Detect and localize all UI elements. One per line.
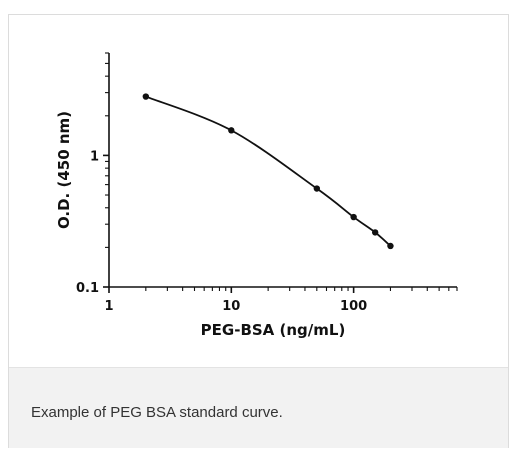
data-point	[228, 127, 235, 134]
y-tick-label: 0.1	[76, 281, 99, 296]
x-axis-title: PEG-BSA (ng/mL)	[201, 321, 346, 339]
data-point	[387, 242, 394, 250]
data-point	[350, 213, 357, 221]
ticks	[103, 52, 458, 293]
x-tick-label: 1	[104, 299, 113, 314]
curve-layer	[145, 95, 392, 247]
points-layer	[142, 93, 394, 250]
caption-area: Example of PEG BSA standard curve.	[9, 367, 508, 448]
figure-card: 1 10 100 0.1 1 PEG-BSA (ng/mL) O.D. (450 nm) E…	[8, 14, 509, 448]
x-tick-label: 10	[222, 299, 240, 314]
fit-curve	[145, 95, 392, 247]
axes	[108, 53, 457, 288]
data-point	[371, 229, 379, 236]
figure-caption: Example of PEG BSA standard curve.	[31, 404, 283, 421]
x-tick-label: 100	[340, 299, 367, 314]
data-point	[313, 185, 321, 192]
standard-curve-chart: 1 10 100 0.1 1 PEG-BSA (ng/mL) O.D. (450 nm)	[55, 52, 458, 339]
y-tick-label: 1	[90, 149, 99, 164]
data-point	[142, 93, 150, 100]
y-axis-title: O.D. (450 nm)	[55, 111, 73, 229]
chart-area: 1 10 100 0.1 1 PEG-BSA (ng/mL) O.D. (450 nm)	[9, 15, 508, 367]
labels-layer: 1 10 100 0.1 1 PEG-BSA (ng/mL) O.D. (450 nm)	[55, 111, 367, 339]
